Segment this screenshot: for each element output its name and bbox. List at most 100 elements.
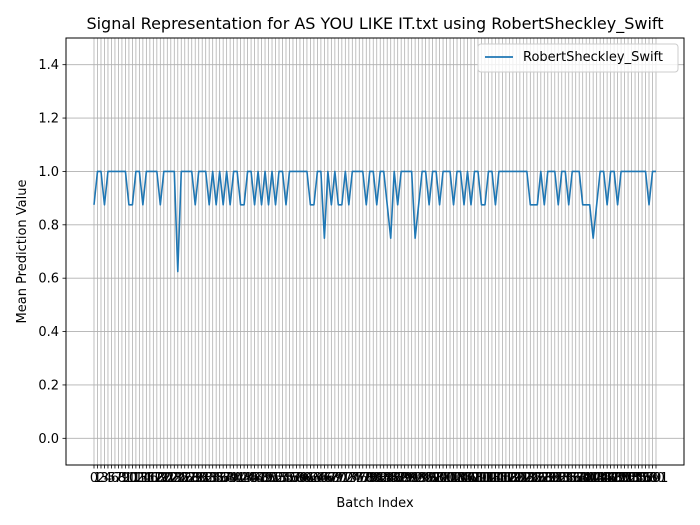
x-tick-label: 92 xyxy=(407,471,424,486)
x-tick-label: 72 xyxy=(337,471,354,486)
x-tick-label: 155 xyxy=(623,471,648,486)
x-tick-label: 13 xyxy=(131,471,148,486)
y-tick-label: 1.0 xyxy=(38,165,59,180)
x-tick-label: 11 xyxy=(124,471,141,486)
x-tick-label: 67 xyxy=(320,471,337,486)
x-tick-label: 107 xyxy=(455,471,480,486)
x-tick-label: 15 xyxy=(138,471,155,486)
x-tick-label: 153 xyxy=(616,471,641,486)
x-tick-label: 39 xyxy=(222,471,239,486)
x-tick-label: 100 xyxy=(431,471,456,486)
x-tick-label: 42 xyxy=(232,471,249,486)
x-tick-label: 22 xyxy=(163,471,180,486)
x-tick-label: 149 xyxy=(602,471,627,486)
x-tick-label: 160 xyxy=(640,471,665,486)
x-tick-label: 4 xyxy=(104,471,112,486)
x-tick-label: 142 xyxy=(577,471,602,486)
x-tick-label: 98 xyxy=(428,471,445,486)
x-tick-label: 94 xyxy=(414,471,431,486)
x-tick-label: 106 xyxy=(452,471,477,486)
x-tick-label: 138 xyxy=(563,471,588,486)
series-layer xyxy=(93,170,656,273)
x-tick-label: 93 xyxy=(410,471,427,486)
y-tick-label: 0.4 xyxy=(38,325,59,340)
x-tick-label: 89 xyxy=(396,471,413,486)
x-tick-label: 147 xyxy=(595,471,620,486)
x-tick-label: 48 xyxy=(253,471,270,486)
x-tick-label: 57 xyxy=(285,471,302,486)
x-gridlines xyxy=(93,38,657,465)
y-tick-label: 0.8 xyxy=(38,218,59,233)
x-tick-label: 158 xyxy=(633,471,658,486)
x-tick-label: 51 xyxy=(264,471,281,486)
x-tick-label: 10 xyxy=(121,471,138,486)
x-tick-label: 29 xyxy=(187,471,204,486)
x-tick-label: 152 xyxy=(612,471,637,486)
x-tick-label: 56 xyxy=(281,471,298,486)
x-tick-label: 117 xyxy=(490,471,515,486)
x-tick-label: 43 xyxy=(236,471,253,486)
x-tick-label: 115 xyxy=(483,471,508,486)
x-tick-label: 137 xyxy=(560,471,585,486)
x-tick-label: 133 xyxy=(546,471,571,486)
x-tick-label: 159 xyxy=(637,471,662,486)
x-tick-label: 84 xyxy=(379,471,396,486)
x-tick-label: 91 xyxy=(403,471,420,486)
x-tick-label: 34 xyxy=(204,471,221,486)
x-tick-label: 27 xyxy=(180,471,197,486)
x-tick-label: 60 xyxy=(295,471,312,486)
x-tick-label: 102 xyxy=(438,471,463,486)
x-tick-label: 134 xyxy=(549,471,574,486)
x-tick-label: 40 xyxy=(225,471,242,486)
x-tick-label: 150 xyxy=(605,471,630,486)
x-tick-label: 73 xyxy=(341,471,358,486)
x-tick-label: 110 xyxy=(466,471,491,486)
x-tick-label: 116 xyxy=(487,471,512,486)
x-tick-label: 135 xyxy=(553,471,578,486)
x-tick-label: 1 xyxy=(93,471,101,486)
chart-title: Signal Representation for AS YOU LIKE IT… xyxy=(86,14,663,34)
x-tick-label: 5 xyxy=(107,471,115,486)
x-tick-label: 21 xyxy=(159,471,176,486)
x-tick-label: 118 xyxy=(493,471,518,486)
x-tick-label: 31 xyxy=(194,471,211,486)
x-tick-label: 23 xyxy=(166,471,183,486)
x-tick-label: 114 xyxy=(480,471,505,486)
x-tick-label: 2 xyxy=(97,471,105,486)
x-tick-label: 66 xyxy=(316,471,333,486)
x-tick-label: 71 xyxy=(334,471,351,486)
x-tick-label: 95 xyxy=(417,471,434,486)
x-tick-label: 105 xyxy=(448,471,473,486)
y-tick-label: 0.2 xyxy=(38,378,59,393)
x-tick-label: 140 xyxy=(570,471,595,486)
x-tick-label: 30 xyxy=(190,471,207,486)
x-tick-label: 47 xyxy=(250,471,267,486)
x-tick-label: 87 xyxy=(389,471,406,486)
x-tick-label: 79 xyxy=(361,471,378,486)
x-tick-label: 25 xyxy=(173,471,190,486)
x-tick-label: 139 xyxy=(567,471,592,486)
x-tick-label: 9 xyxy=(121,471,129,486)
x-tick-label: 58 xyxy=(288,471,305,486)
legend: RobertSheckley_Swift xyxy=(477,43,679,73)
x-tick-label: 136 xyxy=(556,471,581,486)
x-tick-label: 119 xyxy=(497,471,522,486)
x-tick-label: 122 xyxy=(507,471,532,486)
x-tick-label: 156 xyxy=(626,471,651,486)
x-tick-label: 63 xyxy=(306,471,323,486)
x-tick-label: 78 xyxy=(358,471,375,486)
x-tick-label: 54 xyxy=(274,471,291,486)
x-tick-label: 131 xyxy=(539,471,564,486)
x-tick-label: 74 xyxy=(344,471,361,486)
x-tick-label: 76 xyxy=(351,471,368,486)
x-tick-label: 144 xyxy=(584,471,609,486)
x-axis-ticks: 0123456789101112131415161718192021222324… xyxy=(90,465,668,486)
x-tick-label: 17 xyxy=(145,471,162,486)
x-tick-label: 19 xyxy=(152,471,169,486)
x-tick-label: 123 xyxy=(511,471,536,486)
x-tick-label: 154 xyxy=(619,471,644,486)
x-tick-label: 50 xyxy=(260,471,277,486)
x-tick-label: 7 xyxy=(114,471,122,486)
x-tick-label: 99 xyxy=(431,471,448,486)
x-tick-label: 62 xyxy=(302,471,319,486)
